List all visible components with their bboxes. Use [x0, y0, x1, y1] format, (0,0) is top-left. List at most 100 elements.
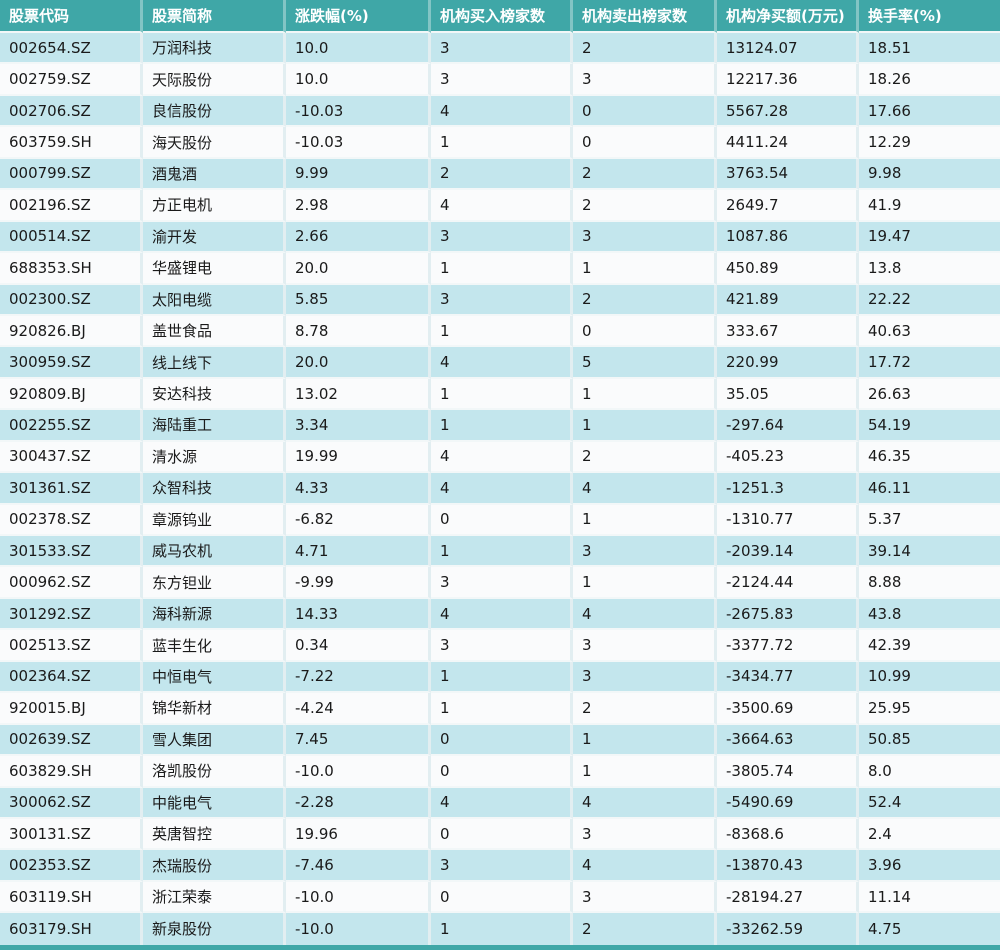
cell-change: 2.66 — [286, 221, 431, 254]
cell-code: 002196.SZ — [0, 190, 143, 222]
cell-change: 8.78 — [286, 315, 431, 348]
cell-name: 海科新源 — [143, 598, 286, 631]
cell-turnover: 46.11 — [859, 473, 1000, 505]
cell-change: 19.96 — [286, 818, 431, 851]
table-row: 920015.BJ 锦华新材 -4.24 1 2 -3500.69 25.95 — [0, 693, 1000, 725]
table-row: 603829.SH 洛凯股份 -10.0 0 1 -3805.74 8.0 — [0, 756, 1000, 788]
cell-code: 000962.SZ — [0, 567, 143, 599]
cell-turnover: 17.66 — [859, 96, 1000, 128]
cell-code: 002378.SZ — [0, 504, 143, 536]
column-header-name: 股票简称 — [143, 0, 286, 33]
cell-name: 英唐智控 — [143, 818, 286, 851]
cell-sell-count: 3 — [573, 881, 717, 914]
cell-code: 002364.SZ — [0, 661, 143, 694]
cell-sell-count: 2 — [573, 913, 717, 945]
cell-net-buy: -405.23 — [717, 441, 859, 474]
cell-change: 20.0 — [286, 347, 431, 379]
cell-code: 920809.BJ — [0, 378, 143, 411]
cell-change: 20.0 — [286, 253, 431, 285]
cell-sell-count: 3 — [573, 661, 717, 694]
table-row: 300131.SZ 英唐智控 19.96 0 3 -8368.6 2.4 — [0, 818, 1000, 851]
cell-code: 002255.SZ — [0, 410, 143, 442]
cell-name: 东方钽业 — [143, 567, 286, 599]
cell-net-buy: -2675.83 — [717, 598, 859, 631]
cell-name: 良信股份 — [143, 95, 286, 128]
cell-buy-count: 1 — [431, 410, 573, 442]
table-row: 603179.SH 新泉股份 -10.0 1 2 -33262.59 4.75 — [0, 913, 1000, 945]
cell-sell-count: 1 — [573, 567, 717, 599]
cell-buy-count: 4 — [431, 473, 573, 505]
cell-code: 002513.SZ — [0, 630, 143, 662]
table-row: 002654.SZ 万润科技 10.0 3 2 13124.07 18.51 — [0, 33, 1000, 65]
cell-name: 杰瑞股份 — [143, 850, 286, 882]
cell-sell-count: 4 — [573, 598, 717, 631]
cell-name: 雪人集团 — [143, 724, 286, 757]
cell-net-buy: -3500.69 — [717, 693, 859, 725]
cell-sell-count: 2 — [573, 158, 717, 191]
cell-sell-count: 2 — [573, 190, 717, 222]
cell-turnover: 41.9 — [859, 190, 1000, 222]
table-row: 002196.SZ 方正电机 2.98 4 2 2649.7 41.9 — [0, 190, 1000, 222]
cell-turnover: 19.47 — [859, 222, 1000, 254]
table-row: 301361.SZ 众智科技 4.33 4 4 -1251.3 46.11 — [0, 473, 1000, 505]
cell-net-buy: 12217.36 — [717, 64, 859, 96]
cell-sell-count: 4 — [573, 787, 717, 819]
cell-buy-count: 3 — [431, 850, 573, 882]
cell-change: -10.0 — [286, 881, 431, 914]
cell-net-buy: -13870.43 — [717, 850, 859, 882]
cell-net-buy: -3805.74 — [717, 756, 859, 788]
cell-sell-count: 2 — [573, 33, 717, 65]
cell-net-buy: 35.05 — [717, 378, 859, 411]
cell-code: 300437.SZ — [0, 441, 143, 474]
cell-buy-count: 0 — [431, 818, 573, 851]
cell-code: 002654.SZ — [0, 33, 143, 65]
cell-name: 酒鬼酒 — [143, 158, 286, 191]
cell-turnover: 40.63 — [859, 316, 1000, 348]
cell-buy-count: 4 — [431, 347, 573, 379]
cell-sell-count: 1 — [573, 724, 717, 757]
cell-buy-count: 4 — [431, 598, 573, 631]
cell-change: 10.0 — [286, 64, 431, 96]
cell-sell-count: 1 — [573, 378, 717, 411]
cell-name: 海天股份 — [143, 127, 286, 159]
cell-name: 蓝丰生化 — [143, 630, 286, 662]
table-row: 002364.SZ 中恒电气 -7.22 1 3 -3434.77 10.99 — [0, 661, 1000, 694]
cell-turnover: 50.85 — [859, 725, 1000, 757]
table-body: 002654.SZ 万润科技 10.0 3 2 13124.07 18.51 002759.S… — [0, 33, 1000, 945]
table-row: 603759.SH 海天股份 -10.03 1 0 4411.24 12.29 — [0, 127, 1000, 159]
cell-net-buy: 3763.54 — [717, 158, 859, 191]
table-row: 002513.SZ 蓝丰生化 0.34 3 3 -3377.72 42.39 — [0, 630, 1000, 662]
table-row: 002759.SZ 天际股份 10.0 3 3 12217.36 18.26 — [0, 64, 1000, 96]
cell-net-buy: 333.67 — [717, 315, 859, 348]
cell-buy-count: 1 — [431, 693, 573, 725]
cell-sell-count: 1 — [573, 410, 717, 442]
cell-turnover: 11.14 — [859, 882, 1000, 914]
cell-change: 3.34 — [286, 410, 431, 442]
table-row: 688353.SH 华盛锂电 20.0 1 1 450.89 13.8 — [0, 253, 1000, 285]
table-row: 301292.SZ 海科新源 14.33 4 4 -2675.83 43.8 — [0, 598, 1000, 631]
table-row: 300062.SZ 中能电气 -2.28 4 4 -5490.69 52.4 — [0, 787, 1000, 819]
cell-turnover: 4.75 — [868, 919, 902, 938]
cell-change: -7.46 — [286, 850, 431, 882]
cell-buy-count: 3 — [431, 284, 573, 316]
cell-sell-count: 2 — [573, 693, 717, 725]
cell-buy-count: 1 — [431, 536, 573, 568]
cell-net-buy: 4411.24 — [717, 127, 859, 159]
cell-turnover: 52.4 — [859, 788, 1000, 819]
cell-net-buy: -2039.14 — [717, 536, 859, 568]
cell-turnover: 18.26 — [859, 64, 1000, 96]
cell-change: -4.24 — [286, 693, 431, 725]
cell-change: 4.33 — [286, 473, 431, 505]
cell-change: -9.99 — [286, 567, 431, 599]
column-header-change: 涨跌幅(%) — [286, 0, 431, 33]
cell-name: 太阳电缆 — [143, 284, 286, 316]
cell-change: 5.85 — [286, 284, 431, 316]
cell-change: 13.02 — [286, 378, 431, 411]
cell-sell-count: 0 — [573, 315, 717, 348]
cell-buy-count: 1 — [431, 127, 573, 159]
cell-name: 方正电机 — [143, 190, 286, 222]
table-row: 002353.SZ 杰瑞股份 -7.46 3 4 -13870.43 3.96 — [0, 850, 1000, 882]
cell-code: 000514.SZ — [0, 221, 143, 254]
cell-sell-count: 3 — [573, 536, 717, 568]
cell-name: 清水源 — [143, 441, 286, 474]
